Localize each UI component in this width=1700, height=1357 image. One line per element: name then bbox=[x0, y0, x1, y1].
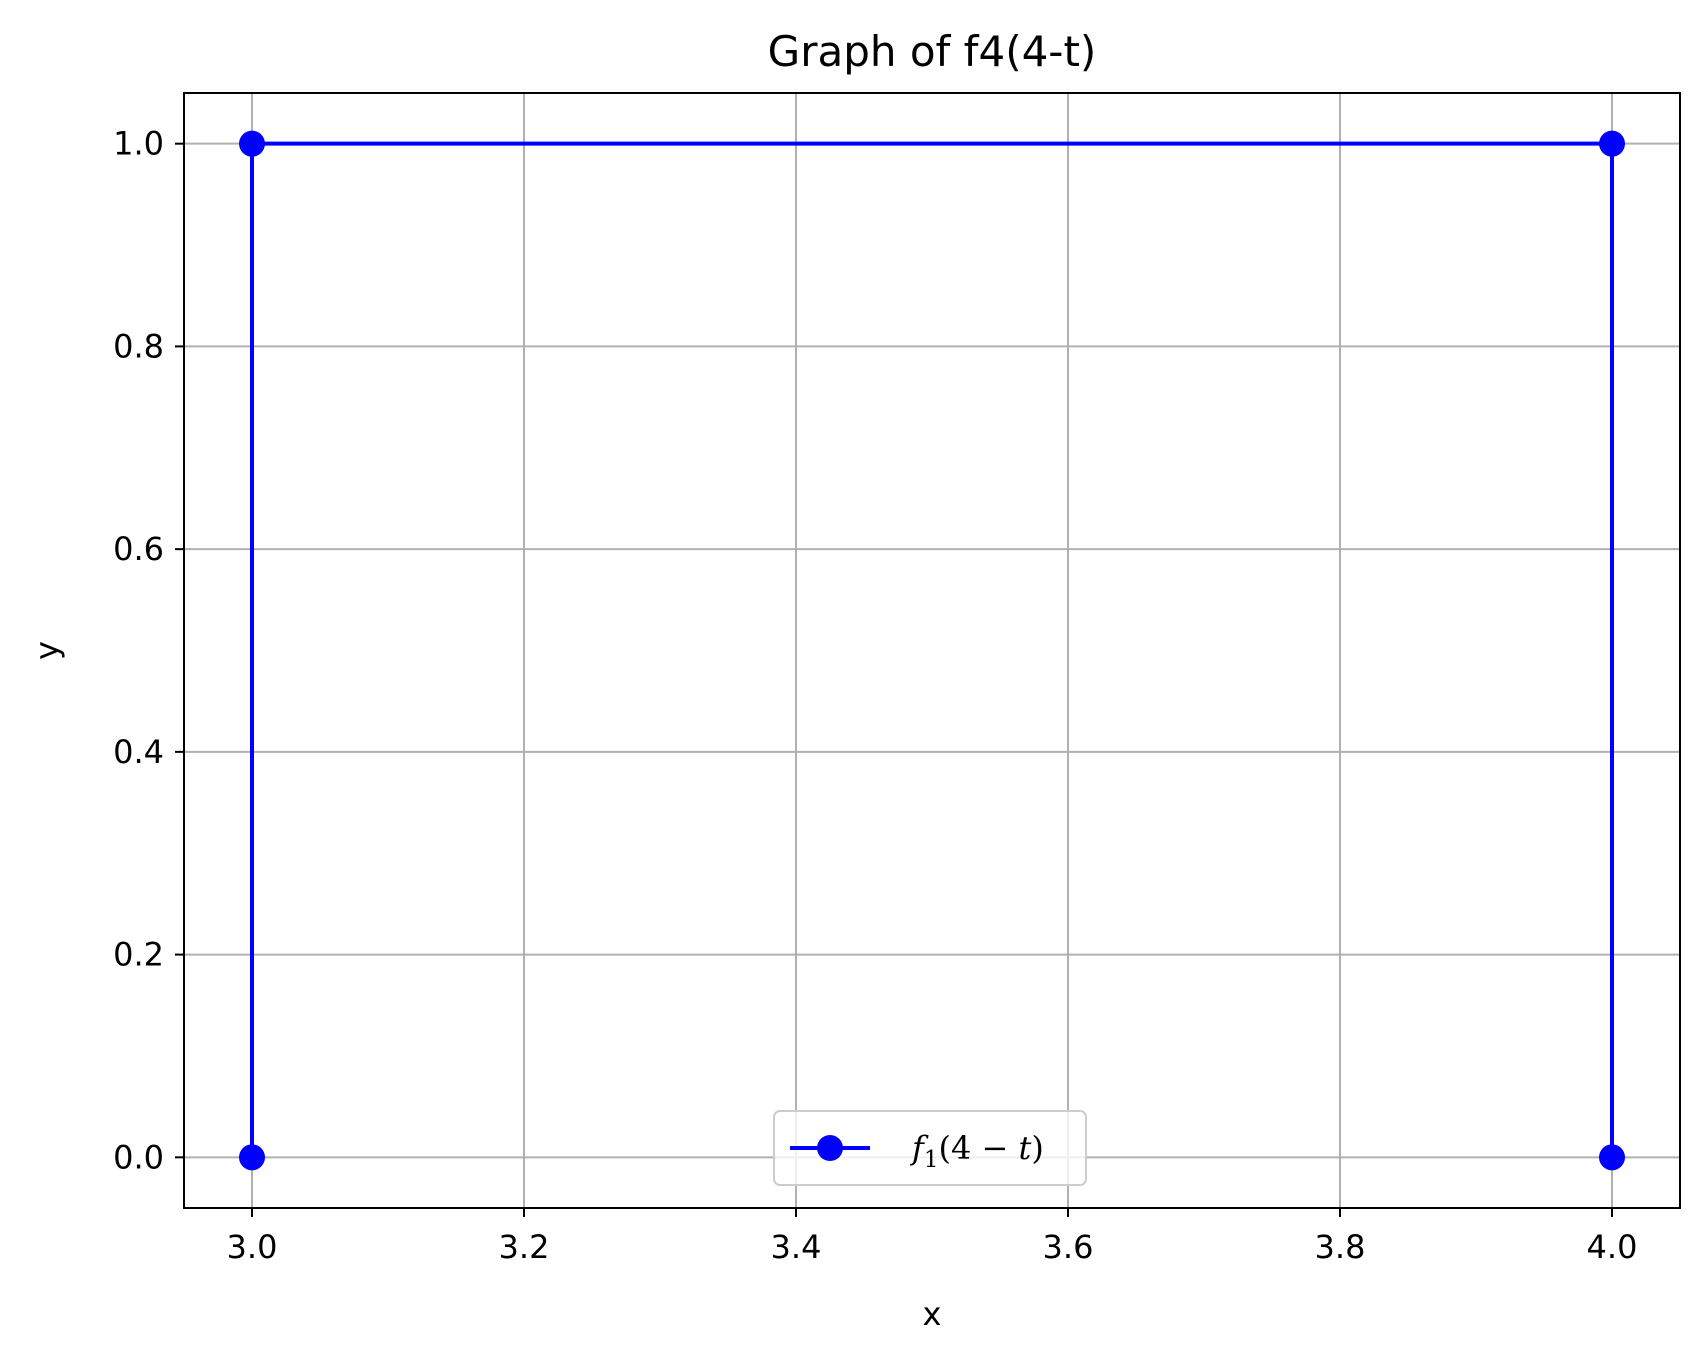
plot-frame bbox=[183, 92, 1681, 1209]
chart-title: Graph of f4(4-t) bbox=[768, 27, 1097, 76]
y-tick-label-1: 0.2 bbox=[113, 936, 164, 974]
y-axis-label: y bbox=[28, 641, 66, 660]
legend-box bbox=[773, 1110, 1087, 1186]
ticks: 3.0 3.2 3.4 3.6 3.8 4.0 0.0 0.2 0.4 0.6 0.8 1.0 bbox=[113, 125, 1637, 1266]
y-tick-label-3: 0.6 bbox=[113, 530, 164, 568]
series-0-point-0 bbox=[239, 1144, 265, 1171]
series-0-point-1 bbox=[239, 130, 265, 157]
y-tick-label-0: 0.0 bbox=[113, 1138, 164, 1176]
y-tick-label-5: 1.0 bbox=[113, 125, 164, 163]
y-tick-label-4: 0.8 bbox=[113, 327, 164, 365]
x-tick-label-4: 3.8 bbox=[1315, 1228, 1366, 1266]
series-0-point-3 bbox=[1599, 1144, 1625, 1171]
x-tick-label-1: 3.2 bbox=[499, 1228, 550, 1266]
legend: f1(4 − t) bbox=[773, 1110, 1087, 1186]
x-tick-label-5: 4.0 bbox=[1587, 1228, 1638, 1266]
series-layer bbox=[239, 130, 1625, 1171]
x-tick-label-3: 3.6 bbox=[1043, 1228, 1094, 1266]
x-axis-label: x bbox=[923, 1295, 942, 1333]
x-tick-label-0: 3.0 bbox=[227, 1228, 278, 1266]
legend-marker bbox=[817, 1135, 843, 1161]
series-0-point-2 bbox=[1599, 130, 1625, 157]
y-tick-label-2: 0.4 bbox=[113, 733, 164, 771]
x-tick-label-2: 3.4 bbox=[771, 1228, 822, 1266]
series-0-line bbox=[250, 141, 1614, 1158]
grid bbox=[184, 93, 1680, 1208]
